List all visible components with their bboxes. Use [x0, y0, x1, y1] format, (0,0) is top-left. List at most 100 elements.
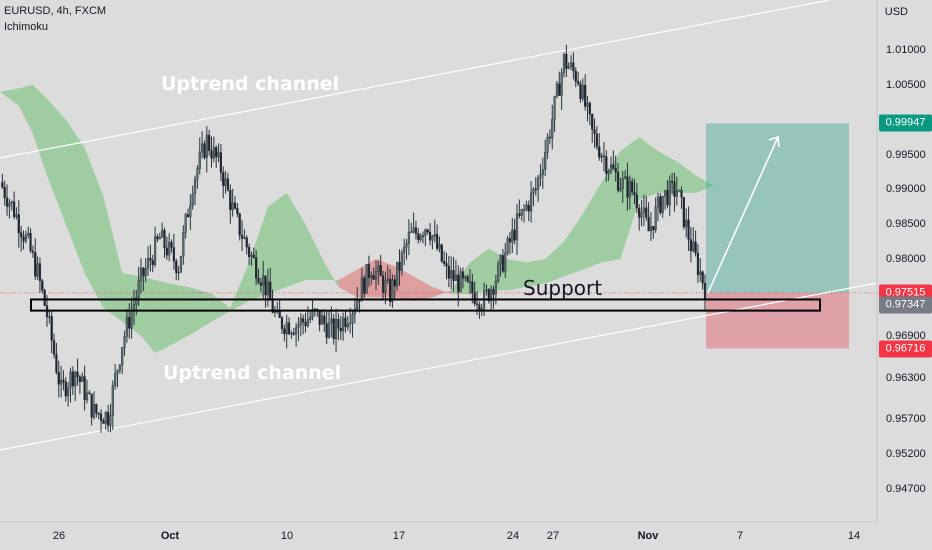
candle-down — [99, 413, 103, 421]
candle-up — [231, 202, 234, 210]
candle-down — [671, 180, 674, 183]
candle-down — [22, 236, 25, 242]
cloud-bull-segment — [507, 259, 527, 291]
candle-up — [217, 152, 220, 158]
candle-down — [222, 172, 225, 186]
candle-up — [400, 252, 403, 271]
candle-down — [513, 229, 516, 241]
candle-down — [436, 233, 439, 249]
date-tick-label: 26 — [52, 530, 66, 542]
candle-up — [8, 202, 11, 207]
symbol-title[interactable]: EURUSD, 4h, FXCM — [4, 5, 107, 17]
candle-up — [403, 246, 406, 253]
candle-down — [602, 155, 606, 158]
candle-up — [36, 263, 39, 277]
candle-up — [490, 289, 493, 301]
candle-down — [471, 281, 474, 294]
date-tick-label: 17 — [392, 530, 406, 542]
candle-up — [628, 181, 631, 198]
candle-down — [283, 328, 286, 335]
candle-down — [90, 393, 93, 418]
candle-up — [396, 261, 399, 287]
cloud-bull-segment — [305, 224, 325, 280]
candle-down — [487, 289, 490, 301]
candle-down — [210, 150, 213, 159]
candle-down — [579, 83, 582, 99]
price-tick-label: 0.98500 — [886, 218, 926, 231]
candle-up — [262, 275, 265, 286]
candle-down — [389, 278, 392, 303]
candle-down — [215, 147, 218, 158]
candle-up — [511, 229, 514, 243]
candle-down — [259, 282, 262, 286]
price-tick-label: 0.95200 — [886, 448, 926, 461]
candle-up — [153, 236, 157, 265]
price-tick-label: 1.01000 — [886, 44, 926, 56]
candle-up — [541, 169, 544, 175]
candle-up — [191, 193, 194, 206]
candle-up — [454, 274, 457, 281]
candle-up — [146, 257, 150, 269]
candle-up — [334, 319, 338, 340]
candle-down — [584, 85, 587, 107]
candle-up — [515, 213, 519, 241]
candle-up — [668, 180, 671, 206]
candle-down — [461, 271, 465, 279]
candle-up — [642, 207, 645, 213]
candle-up — [290, 332, 293, 335]
indicator-label[interactable]: Ichimoku — [4, 21, 49, 33]
candle-up — [384, 280, 387, 293]
candle-down — [492, 289, 495, 295]
candle-up — [104, 412, 107, 424]
candle-down — [595, 133, 598, 147]
support-price-tag: 0.97347 — [879, 296, 932, 314]
candle-down — [666, 190, 669, 206]
candle-down — [452, 270, 455, 281]
date-tick-label: 10 — [280, 530, 294, 542]
candle-down — [682, 197, 685, 228]
candle-up — [506, 238, 509, 253]
candle-down — [426, 229, 429, 233]
stop-price-tag: 0.96716 — [879, 340, 932, 358]
cloud-bull-segment — [526, 259, 546, 287]
candle-down — [440, 244, 443, 262]
candle-up — [419, 235, 422, 240]
candle-up — [539, 174, 542, 179]
support-zone — [30, 298, 821, 312]
candle-down — [302, 318, 305, 323]
price-tick-label: 0.99500 — [886, 148, 926, 161]
candle-up — [663, 190, 667, 197]
candle-up — [560, 72, 563, 96]
candle-down — [689, 239, 692, 252]
candle-up — [161, 230, 164, 238]
candle-down — [565, 54, 568, 69]
candle-down — [428, 231, 432, 241]
candle-down — [102, 420, 105, 424]
candle-down — [325, 323, 328, 338]
target-price-tag: 0.99947 — [879, 114, 932, 132]
cloud-bull-segment — [564, 213, 583, 277]
candle-up — [306, 319, 309, 327]
candle-down — [635, 194, 638, 209]
candle-up — [114, 373, 117, 386]
currency-label[interactable]: USD — [884, 6, 908, 18]
candle-down — [363, 277, 366, 294]
candle-down — [50, 316, 53, 341]
candle-down — [367, 264, 371, 279]
date-tick-label: 24 — [506, 530, 520, 542]
candle-down — [238, 213, 241, 236]
candle-up — [520, 209, 523, 216]
candle-down — [52, 340, 56, 355]
candle-up — [130, 311, 133, 329]
date-tick-label: Nov — [637, 530, 659, 542]
candle-up — [179, 256, 183, 273]
support-box — [30, 298, 821, 312]
candle-up — [621, 178, 624, 189]
candle-down — [95, 404, 98, 414]
candle-up — [109, 415, 112, 426]
cloud-bear-segment — [338, 269, 358, 298]
candle-up — [499, 255, 502, 265]
candle-up — [609, 164, 613, 172]
cloud-bull-segment — [676, 161, 696, 193]
